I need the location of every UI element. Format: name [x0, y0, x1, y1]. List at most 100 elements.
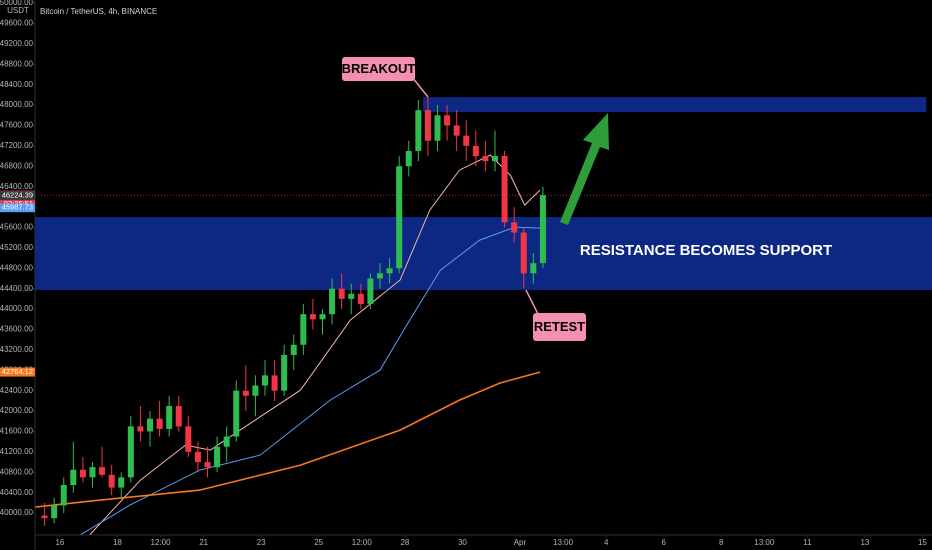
zone [423, 97, 927, 113]
x-tick-label: 13:00 [553, 538, 574, 547]
candle-body [60, 485, 67, 506]
price-label-box [0, 367, 35, 377]
price-label-box [0, 191, 35, 201]
candle-body [472, 145, 479, 157]
candle-body [434, 115, 441, 141]
candle-body [309, 314, 316, 320]
candle-body [99, 467, 106, 475]
candle-body [281, 354, 288, 391]
candle-body [492, 156, 498, 162]
annotation: BREAKOUT [342, 61, 416, 76]
candle-body [137, 426, 144, 432]
y-tick-label: 48400.00 [0, 80, 34, 89]
price-label: 45987.73 [2, 203, 33, 212]
candle-body [530, 263, 537, 274]
y-tick-label: 47200.00 [0, 141, 34, 150]
candle-body [204, 462, 211, 468]
candle-body [214, 446, 221, 468]
annotation: RETEST [534, 319, 585, 334]
x-tick-label: 21 [199, 538, 208, 547]
y-tick-label: 42000.00 [0, 406, 34, 415]
candle-body [348, 293, 355, 299]
moving-average [79, 226, 541, 536]
x-tick-label: 8 [719, 538, 724, 547]
y-tick-label: 44400.00 [0, 284, 34, 293]
y-tick-label: 40400.00 [0, 488, 34, 497]
candle-body [51, 505, 58, 519]
y-tick-label: 41600.00 [0, 427, 34, 436]
x-tick-label: 30 [458, 538, 467, 547]
candle-body [424, 110, 431, 141]
candle-body [127, 426, 134, 478]
annotation-box [342, 57, 415, 81]
x-tick-label: 12:00 [352, 538, 373, 547]
candle-body [377, 273, 383, 279]
y-tick-label: 47600.00 [0, 121, 34, 130]
y-tick-label: 46400.00 [0, 182, 34, 191]
candle-body [79, 469, 86, 478]
zone-label: RESISTANCE BECOMES SUPPORT [580, 242, 832, 259]
zone [35, 217, 932, 291]
x-tick-label: 18 [113, 538, 122, 547]
x-tick-label: 13 [860, 538, 869, 547]
x-tick-label: 6 [661, 538, 666, 547]
candle-body [329, 288, 336, 315]
candle-body [520, 232, 527, 274]
candle-body [539, 195, 546, 264]
arrow [560, 113, 609, 225]
candle-body [223, 436, 230, 447]
candles [41, 97, 546, 526]
y-tick-label: 45600.00 [0, 223, 34, 232]
candle-body [338, 288, 345, 299]
moving-average [34, 371, 541, 508]
y-tick-label: 40000.00 [0, 508, 34, 517]
candle-body [290, 344, 297, 355]
y-tick-label: 43600.00 [0, 325, 34, 334]
candle-body [108, 474, 115, 488]
candle-body [300, 314, 307, 345]
x-tick-label: 11 [803, 538, 812, 547]
x-tick-label: 4 [604, 538, 609, 547]
candle-body [156, 418, 163, 429]
candle-body [70, 469, 77, 486]
candle-body [194, 451, 201, 463]
candle-body [89, 467, 96, 478]
x-tick-label: 13:00 [754, 538, 775, 547]
x-tick-label: 23 [257, 538, 266, 547]
candle-body [252, 385, 259, 396]
axis-unit: USDT [7, 6, 29, 15]
y-tick-label: 46800.00 [0, 161, 34, 170]
price-axis [0, 0, 35, 550]
candle-body [185, 426, 192, 452]
candle-body [166, 405, 173, 429]
candle-body [405, 150, 412, 167]
annotation-box [533, 313, 586, 341]
candle-body [233, 390, 240, 437]
candle-body [444, 115, 451, 126]
candle-body [271, 375, 278, 391]
x-tick-label: 12:00 [151, 538, 172, 547]
candle-body [415, 110, 422, 151]
x-tick-label: 15 [918, 538, 927, 547]
y-tick-label: 45200.00 [0, 243, 34, 252]
y-tick-label: 48800.00 [0, 59, 34, 68]
y-tick-label: 41200.00 [0, 447, 34, 456]
candle-body [175, 405, 182, 427]
y-tick-label: 49200.00 [0, 39, 34, 48]
candle-body [482, 156, 489, 162]
candle-body [357, 293, 364, 304]
candle-body [118, 477, 125, 488]
candle-body [396, 166, 403, 269]
y-tick-label: 44000.00 [0, 304, 34, 313]
candle-body [367, 278, 374, 304]
y-tick-label: 42400.00 [0, 386, 34, 395]
chart-title: Bitcoin / TetherUS, 4h, BINANCE [40, 7, 157, 16]
candle-body [501, 156, 508, 223]
price-label: 42764.12 [2, 367, 33, 376]
candle-body [386, 268, 393, 274]
candle-body [262, 375, 268, 386]
candle-body [319, 314, 326, 320]
y-tick-label: 49600.00 [0, 19, 34, 28]
